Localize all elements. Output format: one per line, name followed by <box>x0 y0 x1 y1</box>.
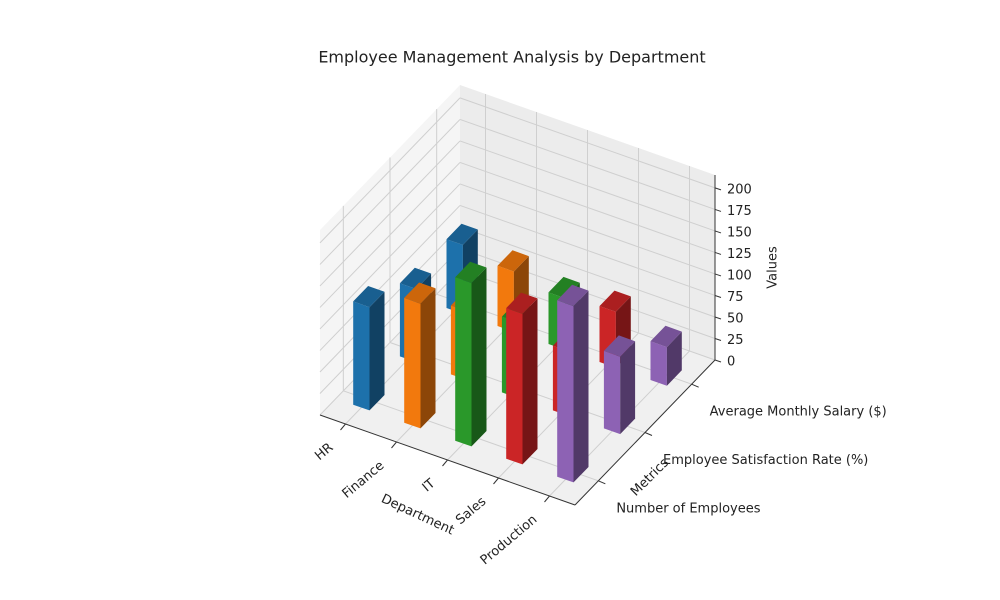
z-tick-label: 200 <box>727 182 752 197</box>
bar <box>506 292 538 465</box>
bar-top <box>599 290 631 312</box>
z-tick-label: 175 <box>727 204 752 219</box>
y-tick <box>691 383 699 388</box>
x-tick-label: Production <box>478 512 541 568</box>
y-tick-label: Average Monthly Salary ($) <box>710 405 887 420</box>
x-axis-line <box>319 414 576 506</box>
x-tick-label: Finance <box>340 458 388 501</box>
y-tick <box>644 432 653 436</box>
z-tick-label: 25 <box>727 333 744 348</box>
bar <box>404 282 436 429</box>
z-tick-label: 50 <box>727 311 744 326</box>
y-tick-label: Number of Employees <box>616 501 760 516</box>
x-tick <box>544 495 550 503</box>
bar-side <box>522 298 538 465</box>
bar-side <box>369 291 385 411</box>
z-tick-label: 0 <box>727 355 735 370</box>
bar-front <box>455 277 472 447</box>
bar-top <box>455 261 487 283</box>
x-axis-label: Department <box>379 492 457 539</box>
bar-side <box>573 290 589 483</box>
bar-front <box>353 301 370 411</box>
z-tick <box>714 273 722 277</box>
x-tick-label: HR <box>312 440 336 464</box>
y-tick-label: Employee Satisfaction Rate (%) <box>663 453 868 468</box>
bar-front <box>603 350 621 435</box>
bar-side <box>420 288 436 429</box>
x-tick <box>391 441 397 449</box>
bar-front <box>506 308 523 465</box>
x-tick-label: IT <box>420 476 439 495</box>
z-tick <box>714 359 722 363</box>
z-tick <box>714 187 722 191</box>
z-tick-label: 150 <box>727 225 752 240</box>
x-tick <box>442 459 448 467</box>
z-tick <box>714 338 722 341</box>
z-tick-label: 75 <box>727 290 744 305</box>
z-tick <box>714 208 722 212</box>
y-axis-label: Metrics <box>628 455 672 499</box>
bar-side <box>666 331 682 386</box>
bar-front <box>404 297 421 429</box>
z-tick <box>714 251 722 255</box>
bar <box>353 286 385 411</box>
bar-top <box>497 250 529 272</box>
z-axis-label: Values <box>766 246 781 289</box>
z-tick <box>714 230 722 234</box>
bar-side <box>471 267 487 447</box>
bar-front <box>557 300 574 483</box>
x-tick <box>493 477 499 485</box>
bar-top <box>399 267 432 289</box>
bar <box>455 261 487 447</box>
bar-top <box>548 276 580 299</box>
y-tick <box>598 480 606 485</box>
bar-top <box>404 282 436 304</box>
x-tick <box>340 423 346 431</box>
z-tick-label: 125 <box>727 247 752 262</box>
bar-side <box>620 341 636 435</box>
z-tick <box>714 316 722 320</box>
x-tick-label: Sales <box>453 494 489 528</box>
bar <box>557 284 589 483</box>
z-tick-label: 100 <box>727 268 752 283</box>
bar-front <box>650 341 667 386</box>
bar <box>603 335 636 435</box>
bar-top <box>446 223 478 245</box>
bar-top <box>353 286 385 308</box>
bar-top <box>650 325 682 348</box>
z-tick <box>714 294 722 298</box>
y-axis-line <box>574 359 716 506</box>
chart-title: Employee Management Analysis by Departme… <box>318 48 705 67</box>
bar <box>650 325 682 386</box>
bar-top <box>603 335 636 357</box>
bar-top <box>557 284 589 307</box>
bar-top <box>506 292 538 314</box>
